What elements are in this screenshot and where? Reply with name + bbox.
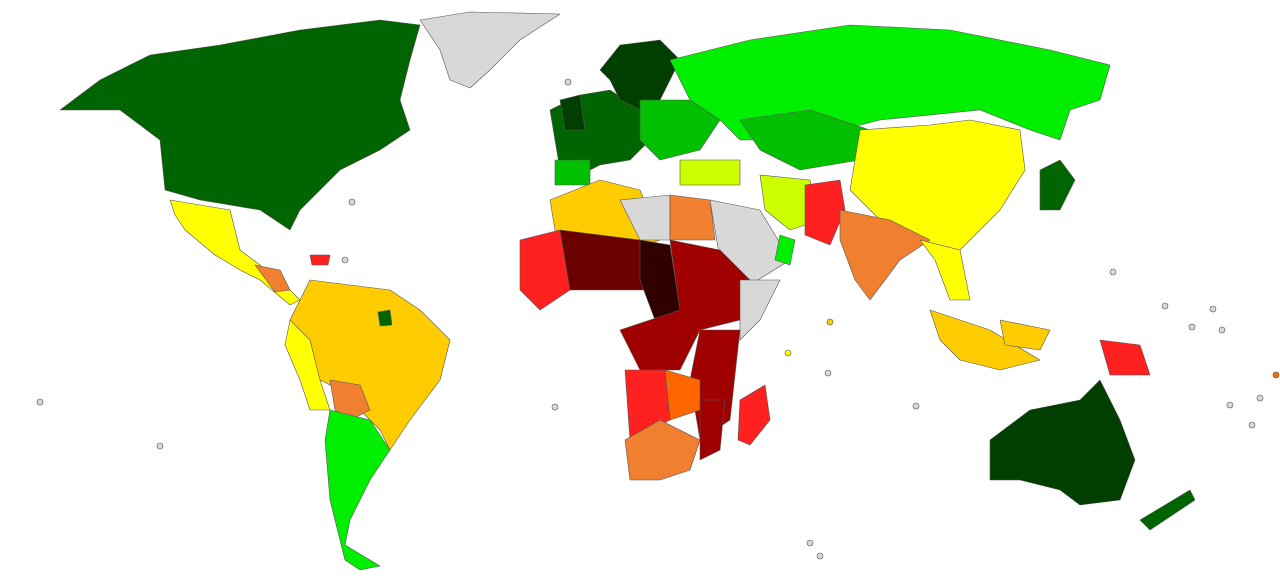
region (699, 399, 726, 461)
region (669, 24, 1111, 141)
region (559, 94, 586, 131)
region (329, 379, 371, 421)
island (784, 349, 792, 357)
region (849, 119, 1026, 251)
island (1188, 323, 1196, 331)
region (1039, 159, 1076, 211)
island (816, 552, 824, 560)
island (348, 198, 356, 206)
region (377, 309, 393, 327)
region (839, 209, 931, 301)
region (309, 254, 331, 266)
region (739, 279, 781, 341)
island (36, 398, 44, 406)
region (59, 19, 421, 231)
region (999, 319, 1051, 351)
region (624, 419, 701, 481)
island (824, 369, 832, 377)
island (156, 442, 164, 450)
island (912, 402, 920, 410)
region (1099, 339, 1151, 376)
region (804, 179, 846, 246)
region (774, 234, 796, 266)
region (989, 379, 1136, 506)
island (1226, 401, 1234, 409)
region (519, 229, 571, 311)
island (826, 318, 834, 326)
region (619, 239, 761, 371)
island (551, 403, 559, 411)
region (419, 11, 561, 89)
island (564, 78, 572, 86)
region (669, 194, 716, 241)
island (1272, 371, 1280, 379)
island (1248, 421, 1256, 429)
region (929, 309, 1041, 371)
region (1139, 489, 1196, 531)
island (806, 539, 814, 547)
island (1218, 326, 1226, 334)
island (1109, 268, 1117, 276)
region (919, 239, 971, 301)
region (254, 264, 291, 293)
region (554, 159, 591, 186)
island (1256, 394, 1264, 402)
island (341, 256, 349, 264)
region (679, 159, 741, 186)
island (1161, 302, 1169, 310)
island (1209, 305, 1217, 313)
region (324, 409, 391, 571)
region (284, 319, 331, 411)
region (737, 384, 771, 446)
